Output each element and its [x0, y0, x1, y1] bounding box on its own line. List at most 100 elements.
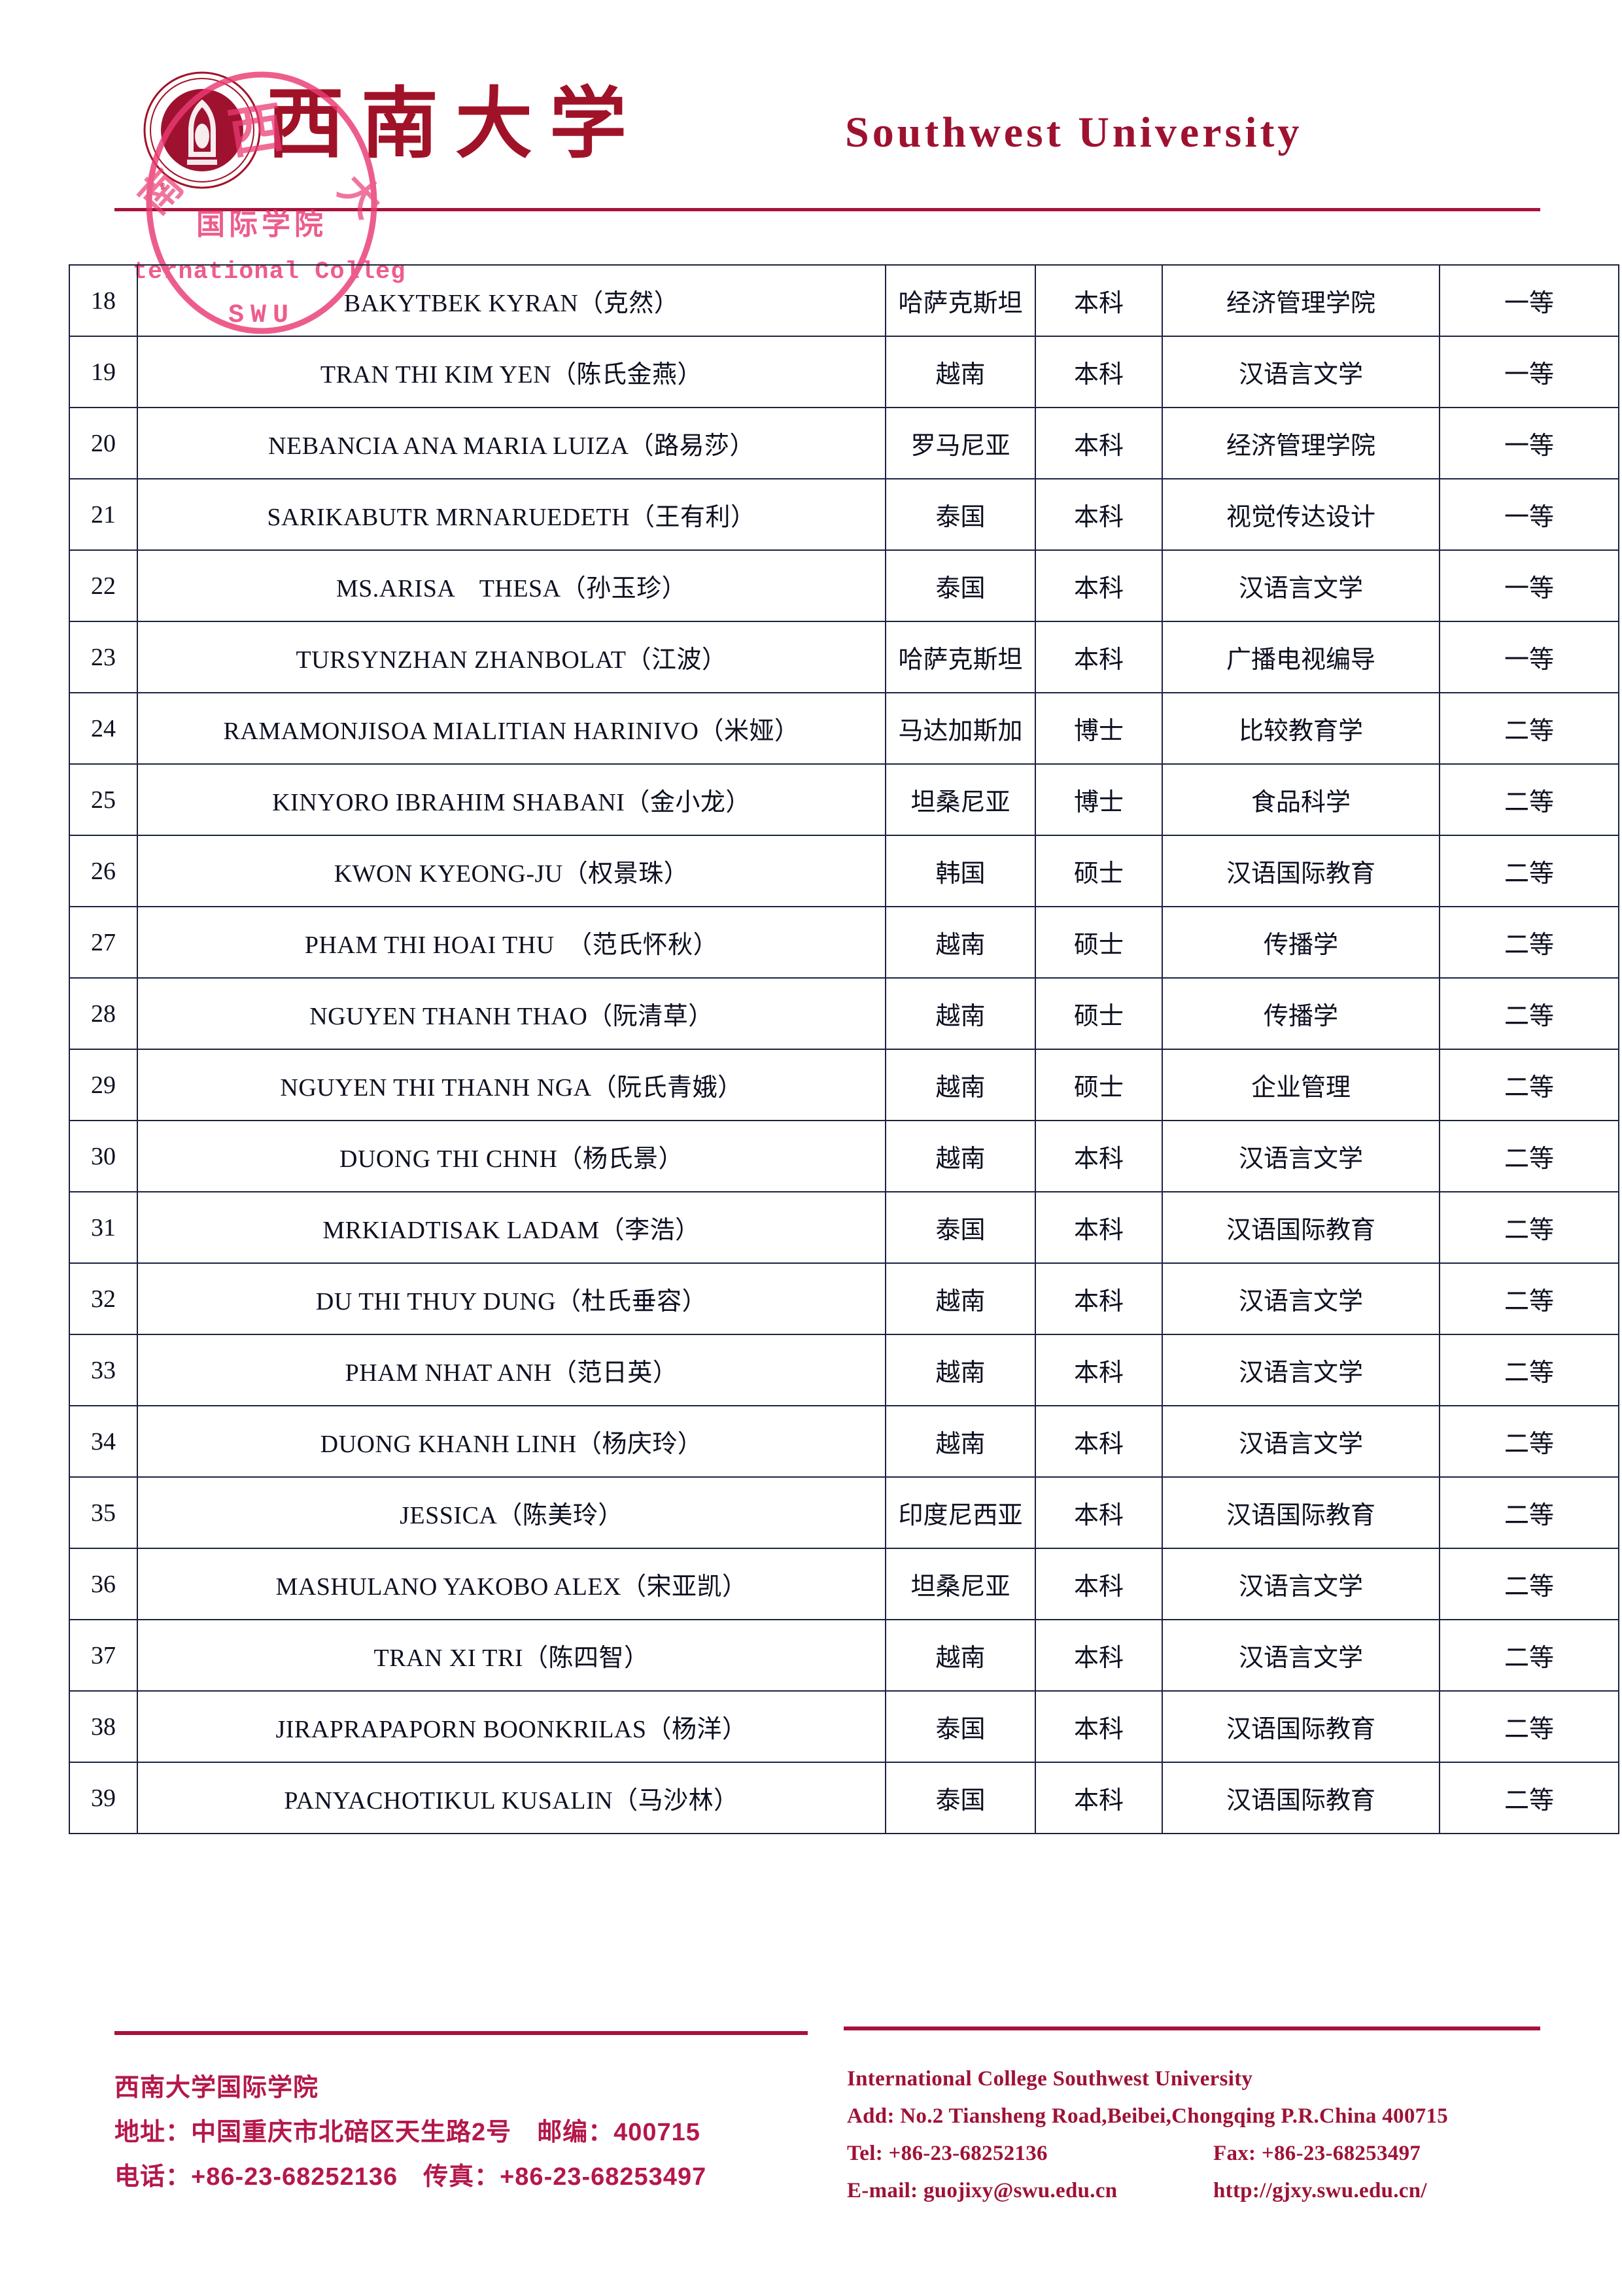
table-row: 23 TURSYNZHAN ZHANBOLAT（江波） 哈萨克斯坦 本科 广播电视编导一… [69, 621, 1619, 693]
row-number-cell: 21 [69, 478, 138, 551]
major-cell: 食品科学 [1162, 763, 1440, 836]
major-cell: 汉语言文学 [1162, 549, 1440, 622]
row-number-cell: 31 [69, 1191, 138, 1264]
table-row: 39 PANYACHOTIKUL KUSALIN（马沙林） 泰国 本科 汉语国际教育 二等 [69, 1762, 1619, 1834]
award-grade-cell: 二等 [1439, 1548, 1619, 1620]
footer-org-cn: 西南大学国际学院 [114, 2074, 319, 2102]
degree-level-cell: 本科 [1035, 407, 1163, 479]
country-cell: 越南 [885, 1619, 1036, 1692]
brand-chinese: 西南大学 [267, 82, 644, 167]
award-grade-cell: 二等 [1439, 977, 1619, 1050]
award-grade-cell: 二等 [1439, 763, 1619, 836]
table-row: 21 SARIKABUTR MRNARUEDETH（王有利） 泰国 本科 视觉传达设计一… [69, 478, 1619, 551]
footer-email-en[interactable]: E-mail: guojixy@swu.edu.cn [847, 2179, 1118, 2202]
country-cell: 泰国 [885, 549, 1036, 622]
country-cell: 泰国 [885, 1690, 1036, 1763]
major-cell: 汉语言文学 [1162, 1262, 1440, 1335]
row-number-cell: 30 [69, 1120, 138, 1192]
footer-fax-en: Fax: +86-23-68253497 [1213, 2142, 1421, 2165]
award-grade-cell: 二等 [1439, 1690, 1619, 1763]
row-number-cell: 18 [69, 264, 138, 337]
country-cell: 越南 [885, 977, 1036, 1050]
degree-level-cell: 本科 [1035, 1191, 1163, 1264]
student-name-cell: KWON KYEONG-JU（权景珠） [137, 835, 886, 907]
award-grade-cell: 一等 [1439, 478, 1619, 551]
award-grade-cell: 二等 [1439, 1762, 1619, 1834]
row-number-cell: 24 [69, 692, 138, 765]
footer-phone-cn: 电话：+86-23-68252136 传真：+86-23-68253497 [114, 2163, 707, 2191]
award-grade-cell: 二等 [1439, 1334, 1619, 1406]
major-cell: 汉语言文学 [1162, 336, 1440, 408]
footer-address-en: Add: No.2 Tiansheng Road,Beibei,Chongqin… [847, 2104, 1449, 2128]
footer-address-cn: 地址：中国重庆市北碚区天生路2号 邮编：400715 [114, 2119, 700, 2146]
major-cell: 汉语言文学 [1162, 1619, 1440, 1692]
table-row: 35 JESSICA（陈美玲） 印度尼西亚 本科 汉语国际教育 二等 [69, 1476, 1619, 1549]
row-number-cell: 35 [69, 1476, 138, 1549]
degree-level-cell: 硕士 [1035, 977, 1163, 1050]
award-grade-cell: 二等 [1439, 1191, 1619, 1264]
row-number-cell: 28 [69, 977, 138, 1050]
table-row: 28 NGUYEN THANH THAO（阮清草） 越南 硕士 传播学 二等 [69, 977, 1619, 1050]
student-name-cell: MS.ARISA THESA（孙玉珍） [137, 549, 886, 622]
award-grade-cell: 二等 [1439, 835, 1619, 907]
major-cell: 汉语言文学 [1162, 1120, 1440, 1192]
student-name-cell: MRKIADTISAK LADAM（李浩） [137, 1191, 886, 1264]
country-cell: 越南 [885, 1334, 1036, 1406]
student-name-cell: PHAM THI HOAI THU （范氏怀秋） [137, 906, 886, 979]
table-row: 33 PHAM NHAT ANH（范日英） 越南 本科 汉语言文学 二等 [69, 1334, 1619, 1406]
table-row: 36 MASHULANO YAKOBO ALEX（宋亚凯） 坦桑尼亚 本科 汉语言文学二… [69, 1548, 1619, 1620]
major-cell: 比较教育学 [1162, 692, 1440, 765]
award-grade-cell: 二等 [1439, 1619, 1619, 1692]
student-name-cell: DUONG KHANH LINH（杨庆玲） [137, 1405, 886, 1478]
country-cell: 坦桑尼亚 [885, 1548, 1036, 1620]
student-name-cell: DU THI THUY DUNG（杜氏垂容） [137, 1262, 886, 1335]
country-cell: 马达加斯加 [885, 692, 1036, 765]
degree-level-cell: 本科 [1035, 264, 1163, 337]
degree-level-cell: 本科 [1035, 1762, 1163, 1834]
country-cell: 越南 [885, 1405, 1036, 1478]
degree-level-cell: 本科 [1035, 1334, 1163, 1406]
award-grade-cell: 一等 [1439, 336, 1619, 408]
footer-divider-right [844, 2026, 1540, 2030]
award-grade-cell: 二等 [1439, 1049, 1619, 1121]
footer: 西南大学国际学院 地址：中国重庆市北碚区天生路2号 邮编：400715 电话：+… [0, 2021, 1622, 2296]
student-name-cell: NGUYEN THANH THAO（阮清草） [137, 977, 886, 1050]
major-cell: 视觉传达设计 [1162, 478, 1440, 551]
student-name-cell: TRAN THI KIM YEN（陈氏金燕） [137, 336, 886, 408]
country-cell: 印度尼西亚 [885, 1476, 1036, 1549]
brand-english: Southwest University [845, 109, 1303, 156]
student-name-cell: SARIKABUTR MRNARUEDETH（王有利） [137, 478, 886, 551]
degree-level-cell: 本科 [1035, 478, 1163, 551]
award-grade-cell: 二等 [1439, 1476, 1619, 1549]
country-cell: 越南 [885, 1120, 1036, 1192]
student-name-cell: PHAM NHAT ANH（范日英） [137, 1334, 886, 1406]
row-number-cell: 26 [69, 835, 138, 907]
student-name-cell: NGUYEN THI THANH NGA（阮氏青娥） [137, 1049, 886, 1121]
award-grade-cell: 二等 [1439, 1120, 1619, 1192]
table-row: 22 MS.ARISA THESA（孙玉珍） 泰国 本科 汉语言文学 一等 [69, 549, 1619, 622]
degree-level-cell: 硕士 [1035, 906, 1163, 979]
table-row: 25 KINYORO IBRAHIM SHABANI（金小龙） 坦桑尼亚 博士 食品科学… [69, 763, 1619, 836]
footer-website-en[interactable]: http://gjxy.swu.edu.cn/ [1213, 2179, 1427, 2202]
country-cell: 越南 [885, 336, 1036, 408]
table-row: 19 TRAN THI KIM YEN（陈氏金燕） 越南 本科 汉语言文学 一等 [69, 336, 1619, 408]
country-cell: 哈萨克斯坦 [885, 621, 1036, 693]
country-cell: 罗马尼亚 [885, 407, 1036, 479]
degree-level-cell: 硕士 [1035, 1049, 1163, 1121]
student-name-cell: KINYORO IBRAHIM SHABANI（金小龙） [137, 763, 886, 836]
table-row: 38 JIRAPRAPAPORN BOONKRILAS（杨洋） 泰国 本科 汉语国际教育… [69, 1690, 1619, 1763]
degree-level-cell: 本科 [1035, 1690, 1163, 1763]
country-cell: 越南 [885, 1262, 1036, 1335]
award-grade-cell: 二等 [1439, 1262, 1619, 1335]
major-cell: 汉语言文学 [1162, 1405, 1440, 1478]
student-name-cell: RAMAMONJISOA MIALITIAN HARINIVO（米娅） [137, 692, 886, 765]
award-grade-cell: 一等 [1439, 407, 1619, 479]
row-number-cell: 36 [69, 1548, 138, 1620]
major-cell: 汉语国际教育 [1162, 1690, 1440, 1763]
table-row: 29 NGUYEN THI THANH NGA（阮氏青娥） 越南 硕士 企业管理 二等 [69, 1049, 1619, 1121]
header-divider [114, 208, 1540, 211]
row-number-cell: 32 [69, 1262, 138, 1335]
degree-level-cell: 博士 [1035, 763, 1163, 836]
scholarship-roster-table: 18 BAKYTBEK KYRAN（克然） 哈萨克斯坦 本科 经济管理学院 一等 19 TRA… [69, 264, 1619, 1834]
degree-level-cell: 本科 [1035, 1405, 1163, 1478]
